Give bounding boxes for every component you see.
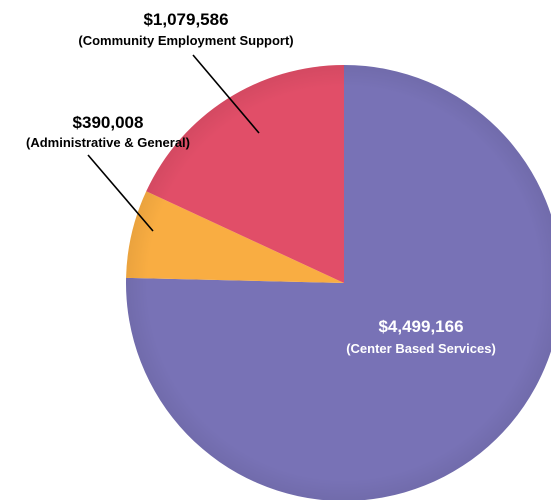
leader-line-community bbox=[192, 54, 260, 134]
slice-label-center-based-amount: $4,499,166 bbox=[378, 317, 463, 336]
pie-shading bbox=[126, 65, 551, 500]
slice-label-admin-desc: (Administrative & General) bbox=[26, 135, 190, 150]
slice-label-center-based-desc: (Center Based Services) bbox=[346, 341, 496, 356]
slices-group bbox=[126, 64, 551, 500]
slice-label-community-amount: $1,079,586 bbox=[143, 10, 228, 29]
leader-lines-group bbox=[87, 54, 260, 232]
slice-label-community-desc: (Community Employment Support) bbox=[78, 33, 293, 48]
leader-line-administrative bbox=[87, 154, 154, 232]
slice-label-admin-amount: $390,008 bbox=[73, 113, 144, 132]
